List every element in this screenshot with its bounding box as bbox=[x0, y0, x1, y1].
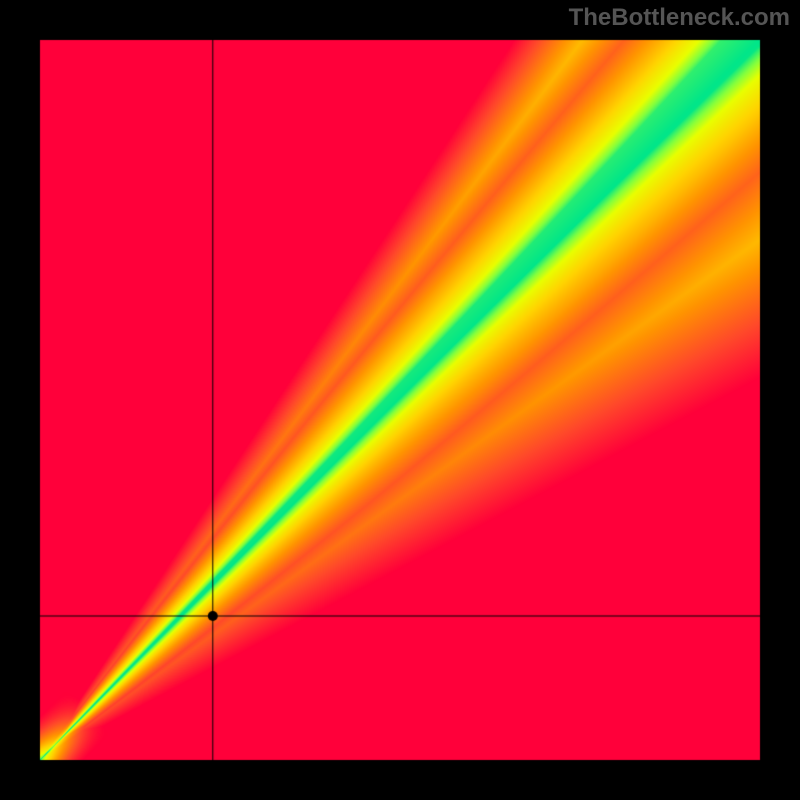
bottleneck-heatmap bbox=[0, 0, 800, 800]
watermark-text: TheBottleneck.com bbox=[569, 4, 790, 32]
chart-container: TheBottleneck.com bbox=[0, 0, 800, 800]
